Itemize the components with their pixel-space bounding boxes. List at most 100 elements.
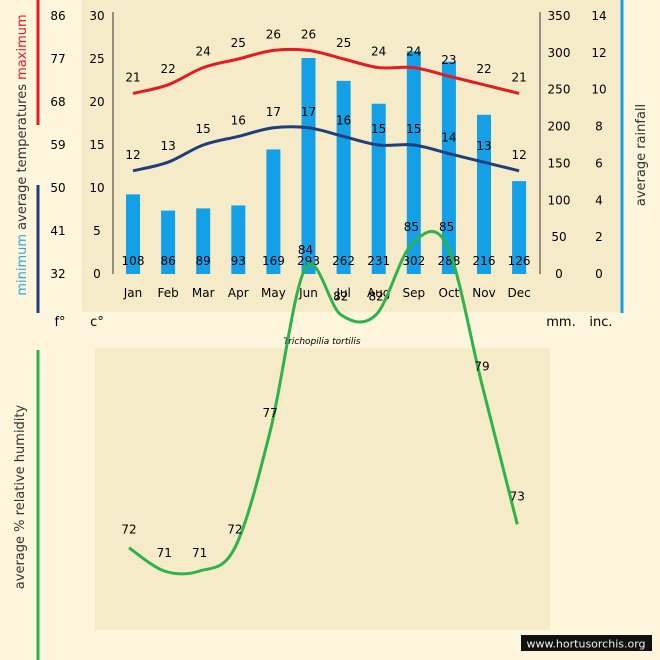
humidity-value-label: 72 xyxy=(227,523,242,537)
minimum-temp-label: 15 xyxy=(371,122,386,136)
inches-tick-label: 8 xyxy=(595,120,603,134)
month-label: Jun xyxy=(298,286,318,300)
humidity-value-label: 73 xyxy=(510,489,525,503)
maximum-temp-label: 22 xyxy=(476,62,491,76)
maximum-temp-label: 26 xyxy=(266,27,281,41)
minimum-temperature-line xyxy=(132,125,520,173)
maximum-temp-label: 24 xyxy=(196,45,211,59)
rainfall-bar xyxy=(231,205,246,274)
month-label: May xyxy=(261,286,286,300)
month-label: Dec xyxy=(507,286,530,300)
rainfall-value-label: 288 xyxy=(437,254,460,268)
mm-tick-label: 50 xyxy=(551,230,566,244)
rainfall-value-label: 169 xyxy=(262,254,285,268)
celsius-tick-label: 25 xyxy=(89,52,104,66)
fahrenheit-tick-label: 86 xyxy=(50,9,65,23)
mm-tick-label: 150 xyxy=(548,156,571,170)
fahrenheit-tick-label: 50 xyxy=(50,181,65,195)
celsius-tick-label: 0 xyxy=(93,267,101,281)
mm-tick-label: 350 xyxy=(548,9,571,23)
inches-tick-label: 0 xyxy=(595,267,603,281)
maximum-temp-label: 26 xyxy=(301,27,316,41)
inches-tick-label: 14 xyxy=(591,9,606,23)
minimum-temp-label: 14 xyxy=(441,131,456,145)
humidity-line xyxy=(128,230,519,576)
month-label: Jan xyxy=(123,286,143,300)
minimum-temp-label: 12 xyxy=(511,148,526,162)
rainfall-value-label: 302 xyxy=(402,254,425,268)
inches-tick-label: 12 xyxy=(591,46,606,60)
mm-tick-label: 250 xyxy=(548,83,571,97)
rainfall-value-label: 108 xyxy=(122,254,145,268)
rainfall-bar xyxy=(441,61,456,275)
temperature-axis-label: minimum average temperatures maximum xyxy=(15,14,30,295)
rainfall-value-label: 89 xyxy=(196,254,211,268)
month-label: Nov xyxy=(472,286,495,300)
month-label: Aug xyxy=(367,286,390,300)
mm-tick-label: 100 xyxy=(548,193,571,207)
maximum-temp-label: 21 xyxy=(511,70,526,84)
mm-tick-label: 200 xyxy=(548,120,571,134)
humidity-axis-label: average % relative humidity xyxy=(13,404,28,589)
rainfall-bar xyxy=(266,149,281,274)
chart-title: Trichopilia tortilis xyxy=(283,337,361,347)
rainfall-value-label: 231 xyxy=(367,254,390,268)
celsius-tick-label: 30 xyxy=(89,9,104,23)
maximum-temp-label: 21 xyxy=(125,70,140,84)
celsius-tick-label: 10 xyxy=(89,181,104,195)
inches-tick-label: 2 xyxy=(595,230,603,244)
fahrenheit-tick-label: 41 xyxy=(50,224,65,238)
minimum-temp-label: 13 xyxy=(160,139,175,153)
rainfall-axis-label: average rainfall xyxy=(634,104,649,206)
minimum-temp-label: 12 xyxy=(125,148,140,162)
inches-tick-label: 6 xyxy=(595,156,603,170)
humidity-value-label: 71 xyxy=(157,546,172,560)
celsius-tick-label: 20 xyxy=(89,95,104,109)
minimum-temp-label: 15 xyxy=(196,122,211,136)
month-label: Mar xyxy=(192,286,215,300)
celsius-tick-label: 15 xyxy=(89,138,104,152)
humidity-value-label: 85 xyxy=(439,220,454,234)
rainfall-bar xyxy=(406,51,421,274)
minimum-temp-label: 17 xyxy=(266,105,281,119)
maximum-temp-label: 25 xyxy=(336,36,351,50)
watermark-text: www.hortusorchis.org xyxy=(526,638,645,651)
maximum-temp-label: 25 xyxy=(231,36,246,50)
month-label: Oct xyxy=(439,286,460,300)
rainfall-bar xyxy=(512,181,527,274)
humidity-value-label: 85 xyxy=(404,220,419,234)
inches-tick-label: 4 xyxy=(595,193,603,207)
inches-unit-label: inc. xyxy=(589,315,612,330)
fahrenheit-tick-label: 68 xyxy=(50,95,65,109)
month-label: Sep xyxy=(402,286,425,300)
rainfall-value-label: 126 xyxy=(508,254,531,268)
maximum-temp-label: 24 xyxy=(406,45,421,59)
rainfall-value-label: 93 xyxy=(231,254,246,268)
maximum-temperature-line xyxy=(132,47,520,95)
mm-tick-label: 300 xyxy=(548,46,571,60)
month-label: Apr xyxy=(228,286,249,300)
humidity-value-label: 71 xyxy=(192,546,207,560)
fahrenheit-tick-label: 32 xyxy=(50,267,65,281)
celsius-unit-label: c° xyxy=(90,315,104,330)
humidity-value-label: 77 xyxy=(263,406,278,420)
rainfall-bar xyxy=(301,58,316,274)
humidity-value-label: 72 xyxy=(121,523,136,537)
minimum-temp-label: 16 xyxy=(336,113,351,127)
maximum-temp-label: 23 xyxy=(441,53,456,67)
inches-tick-label: 10 xyxy=(591,83,606,97)
celsius-tick-label: 5 xyxy=(93,224,101,238)
watermark-background xyxy=(521,635,652,651)
mm-tick-label: 0 xyxy=(555,267,563,281)
humidity-value-label: 82 xyxy=(368,290,383,304)
rainfall-value-label: 216 xyxy=(473,254,496,268)
maximum-temp-label: 24 xyxy=(371,45,386,59)
rainfall-bar xyxy=(477,114,491,274)
humidity-value-label: 84 xyxy=(298,243,313,257)
minimum-temp-label: 16 xyxy=(231,113,246,127)
fahrenheit-unit-label: f° xyxy=(54,315,65,330)
minimum-temp-label: 13 xyxy=(476,139,491,153)
fahrenheit-tick-label: 59 xyxy=(50,138,65,152)
